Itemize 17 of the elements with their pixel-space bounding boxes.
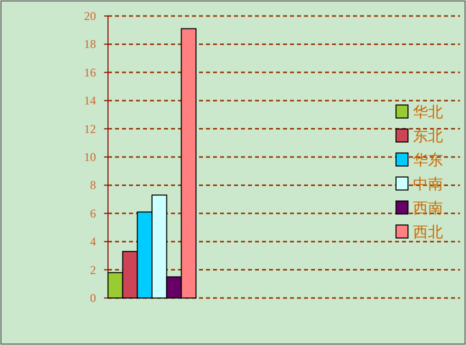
y-tick-label: 18 (84, 37, 96, 52)
y-tick-label: 2 (90, 262, 96, 277)
legend-label: 华东 (413, 151, 443, 169)
y-tick-label: 20 (84, 9, 96, 23)
legend-label: 华北 (413, 103, 443, 121)
y-tick-label: 14 (84, 94, 96, 108)
legend-label: 中南 (413, 175, 443, 193)
legend-label: 东北 (413, 127, 443, 145)
y-tick-label: 12 (84, 122, 96, 136)
y-tick-label: 8 (90, 178, 96, 192)
y-tick-label: 10 (84, 150, 96, 164)
legend-label: 西北 (413, 223, 443, 241)
y-tick-label: 4 (90, 234, 96, 249)
legend-label: 西南 (413, 199, 443, 217)
y-tick-label: 16 (84, 65, 96, 80)
y-tick-label: 0 (90, 291, 96, 305)
y-tick-label: 6 (90, 206, 96, 220)
